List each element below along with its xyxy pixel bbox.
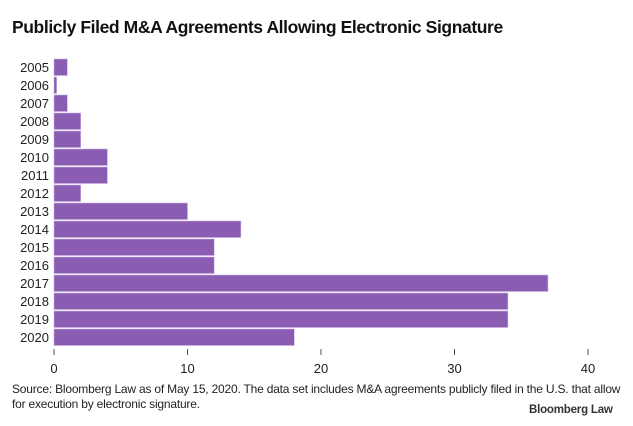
bar-2019 — [53, 310, 509, 328]
bar-2017 — [53, 274, 549, 292]
bar-2008 — [53, 112, 82, 130]
y-tick-label-2018: 2018 — [20, 294, 49, 309]
bar-2011 — [53, 166, 108, 184]
y-tick-label-2016: 2016 — [20, 258, 49, 273]
bar-2012 — [53, 184, 82, 202]
y-tick-label-2008: 2008 — [20, 114, 49, 129]
x-tick-label-10: 10 — [180, 361, 194, 376]
bars-group — [53, 58, 549, 346]
brand-logo: Bloomberg Law — [529, 404, 613, 416]
bar-2014 — [53, 220, 242, 238]
x-tick-label-0: 0 — [50, 361, 57, 376]
y-tick-label-2005: 2005 — [20, 60, 49, 75]
bar-2010 — [53, 148, 108, 166]
y-tick-label-2010: 2010 — [20, 150, 49, 165]
x-tick-label-30: 30 — [447, 361, 461, 376]
y-tick-label-2011: 2011 — [21, 168, 49, 183]
bar-2009 — [53, 130, 82, 148]
y-tick-label-2007: 2007 — [20, 96, 49, 111]
bar-2005 — [53, 58, 68, 76]
y-tick-label-2009: 2009 — [20, 132, 49, 147]
y-tick-label-2015: 2015 — [20, 240, 49, 255]
y-tick-label-2006: 2006 — [20, 78, 49, 93]
bar-2020 — [53, 328, 295, 346]
bar-chart: 2005200620072008200920102011201220132014… — [20, 58, 595, 376]
bar-2015 — [53, 238, 215, 256]
x-tick-label-20: 20 — [314, 361, 328, 376]
y-tick-label-2019: 2019 — [20, 312, 49, 327]
y-tick-label-2017: 2017 — [20, 276, 49, 291]
y-tick-label-2020: 2020 — [20, 330, 49, 345]
bar-2013 — [53, 202, 188, 220]
bar-2006 — [53, 76, 57, 94]
x-tick-label-40: 40 — [581, 361, 595, 376]
bar-2007 — [53, 94, 68, 112]
source-note: Source: Bloomberg Law as of May 15, 2020… — [12, 382, 621, 411]
y-axis-labels: 2005 2006 2007 2008 2009 2010 2011 2012 2013 2014… — [20, 60, 49, 345]
bar-2018 — [53, 292, 509, 310]
y-tick-label-2012: 2012 — [20, 186, 49, 201]
y-tick-label-2014: 2014 — [20, 222, 49, 237]
x-axis: 0 10 20 30 40 — [50, 349, 595, 376]
y-tick-label-2013: 2013 — [20, 204, 49, 219]
chart-title: Publicly Filed M&A Agreements Allowing E… — [12, 17, 503, 37]
bar-2016 — [53, 256, 215, 274]
